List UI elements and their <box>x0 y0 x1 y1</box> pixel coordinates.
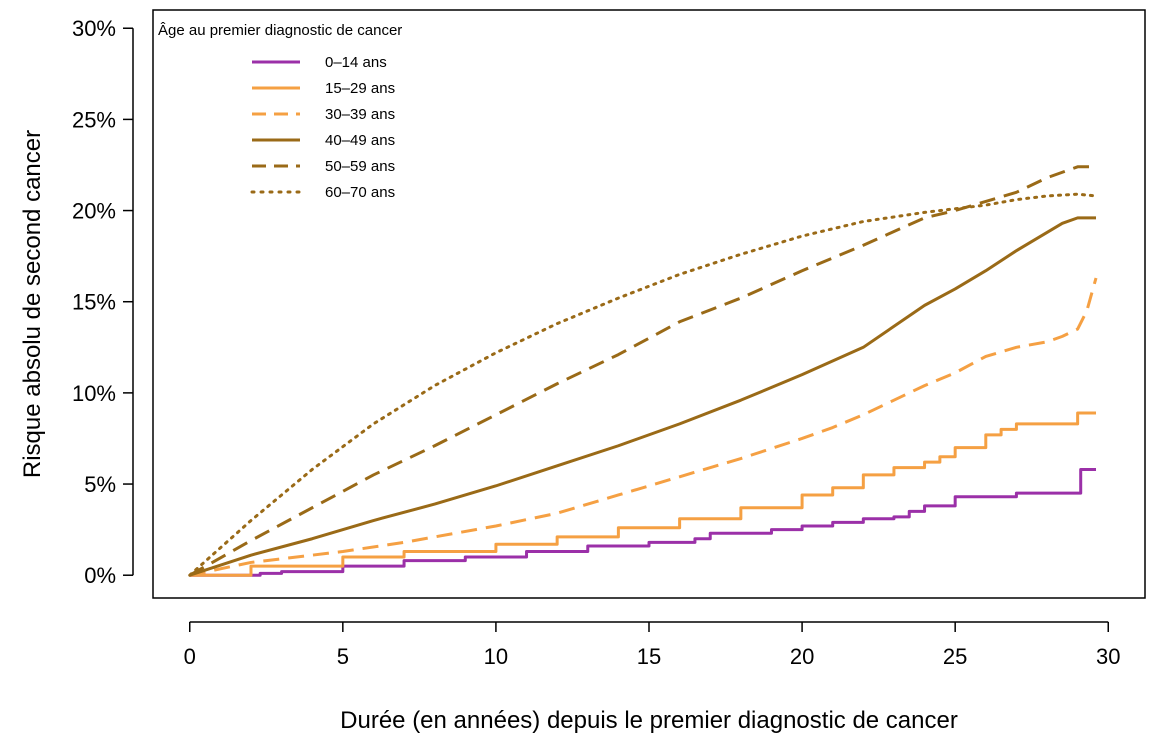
y-tick-label: 10% <box>72 381 116 406</box>
legend-items: 0–14 ans 15–29 ans 30–39 ans 40–49 ans 50–59… <box>250 54 395 201</box>
legend-label-2: 15–29 ans <box>325 80 395 97</box>
x-tick-label: 30 <box>1096 644 1120 669</box>
y-tick-label: 30% <box>72 16 116 41</box>
y-axis-title: Risque absolu de second cancer <box>19 130 46 478</box>
plot-frame <box>152 9 1146 599</box>
series-line-3 <box>189 277 1098 577</box>
series-line-1 <box>189 467 1097 577</box>
y-tick-label: 25% <box>72 107 116 132</box>
y-tick-label: 0% <box>84 563 116 588</box>
legend-label-6: 60–70 ans <box>325 184 395 201</box>
x-tick-label: 25 <box>943 644 967 669</box>
x-axis-title: Durée (en années) depuis le premier diag… <box>340 707 958 734</box>
legend-label-3: 30–39 ans <box>325 106 395 123</box>
x-tick-label: 5 <box>337 644 349 669</box>
legend-label-4: 40–49 ans <box>325 132 395 149</box>
legend-label-1: 0–14 ans <box>325 54 387 71</box>
x-tick-label: 0 <box>184 644 196 669</box>
x-tick-label: 10 <box>484 644 508 669</box>
plot-layer <box>188 165 1098 577</box>
series-line-6 <box>188 192 1098 577</box>
x-tick-label: 20 <box>790 644 814 669</box>
legend: Âge au premier diagnostic de cancer 0–14… <box>158 22 402 201</box>
axes-layer: 0 5 10 15 20 25 30 0% 5% 10% 15% 20% 25% 30% <box>72 16 1121 669</box>
y-tick-label: 5% <box>84 472 116 497</box>
legend-label-5: 50–59 ans <box>325 158 395 175</box>
y-tick-label: 15% <box>72 290 116 315</box>
series-line-2 <box>189 411 1097 577</box>
y-tick-label: 20% <box>72 199 116 224</box>
x-tick-label: 15 <box>637 644 661 669</box>
legend-title: Âge au premier diagnostic de cancer <box>158 22 402 39</box>
series-line-5 <box>189 165 1097 577</box>
series-line-4 <box>189 216 1097 577</box>
